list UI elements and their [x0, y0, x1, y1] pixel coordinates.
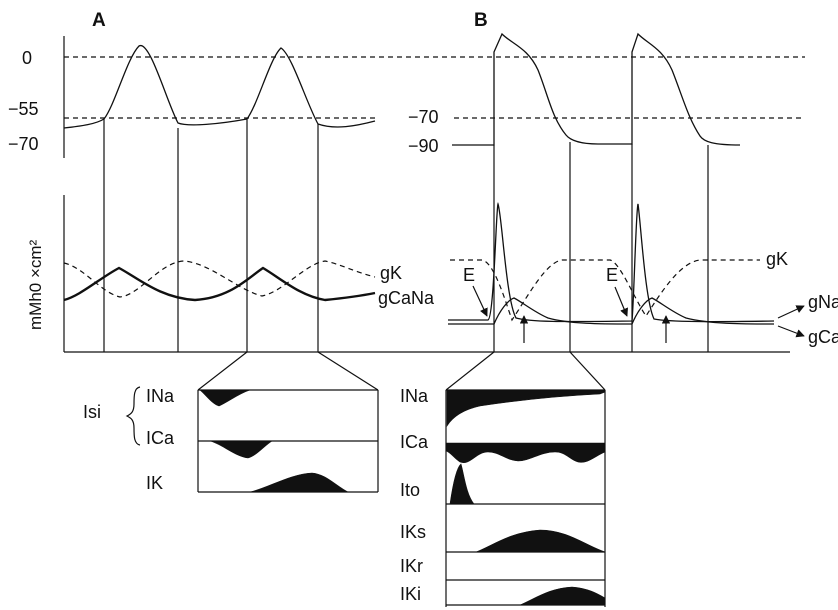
panel-a-ina-label: INa	[146, 386, 175, 406]
panel-a-ina-current	[199, 389, 251, 407]
panel-b-iks-current	[475, 529, 606, 553]
panel-a-gcana-trace	[63, 266, 376, 302]
panel-b-iki-current	[519, 586, 606, 606]
panel-b-letter: B	[474, 10, 488, 31]
panel-a-ica-current	[209, 440, 274, 459]
panel-b-currents: INa ICa Ito IKs IKr IKi	[400, 351, 606, 607]
panel-b-action-potential	[493, 32, 741, 146]
panel-b-iki-label: IKi	[400, 584, 421, 604]
panel-b-gca-label: gCa	[808, 327, 838, 347]
panel-b-zoom-left	[445, 351, 495, 391]
panel-a-gk-label: gK	[380, 263, 402, 283]
label-minus70-b: −70	[408, 107, 439, 127]
panel-b-ica-current	[445, 442, 606, 464]
panel-b-iks-label: IKs	[400, 522, 426, 542]
isi-brace	[125, 386, 141, 446]
panel-b-ica-label: ICa	[400, 432, 429, 452]
panel-a-ik-label: IK	[146, 473, 163, 493]
label-0: 0	[22, 48, 32, 68]
panel-a-zoom-left	[197, 351, 248, 391]
panel-b-e-label-2: E	[606, 265, 618, 285]
panel-b-conductances: gK E E gNa gCa	[448, 202, 838, 347]
panel-b-e-label-1: E	[463, 265, 475, 285]
panel-b-voltage: −70 −90	[408, 32, 741, 352]
panel-b-ito-current	[449, 463, 475, 505]
label-minus70: −70	[8, 134, 39, 154]
gna-arrow	[777, 305, 805, 319]
panel-a-ica-label: ICa	[146, 428, 175, 448]
gca-arrow	[777, 325, 805, 338]
panel-b-gk-trace	[450, 259, 760, 322]
panel-a-gk-trace	[63, 260, 376, 298]
panel-a-currents: Isi INa ICa IK	[83, 351, 379, 493]
isi-label: Isi	[83, 402, 101, 422]
panel-a-voltage: 0 −55 −70	[8, 36, 805, 352]
panel-b-ina-label: INa	[400, 386, 429, 406]
label-minus90-b: −90	[408, 136, 439, 156]
panel-b-gca-trace	[448, 297, 775, 325]
panel-a-zoom-right	[317, 351, 379, 391]
label-minus55: −55	[8, 99, 39, 119]
panel-b-gna-label: gNa	[808, 292, 838, 312]
panel-a-gcana-label: gCaNa	[378, 288, 435, 308]
panel-b-e-arrow-1	[472, 285, 488, 317]
panel-b-ikr-label: IKr	[400, 556, 423, 576]
panel-a-letter: A	[92, 10, 106, 31]
panel-a-conductances: gK gCaNa	[63, 260, 435, 308]
panel-b-gna-trace	[448, 202, 775, 323]
panel-b-ina-current	[446, 389, 606, 428]
panel-a-ik-current	[249, 472, 349, 493]
panel-b-e-arrow-2	[614, 286, 628, 317]
conductance-axis-label: mMh0 ×cm²	[26, 239, 45, 330]
panel-b-ito-label: Ito	[400, 480, 420, 500]
panel-a-action-potential	[63, 45, 376, 129]
panel-b-gk-label: gK	[766, 249, 788, 269]
panel-b-zoom-right	[569, 351, 606, 391]
